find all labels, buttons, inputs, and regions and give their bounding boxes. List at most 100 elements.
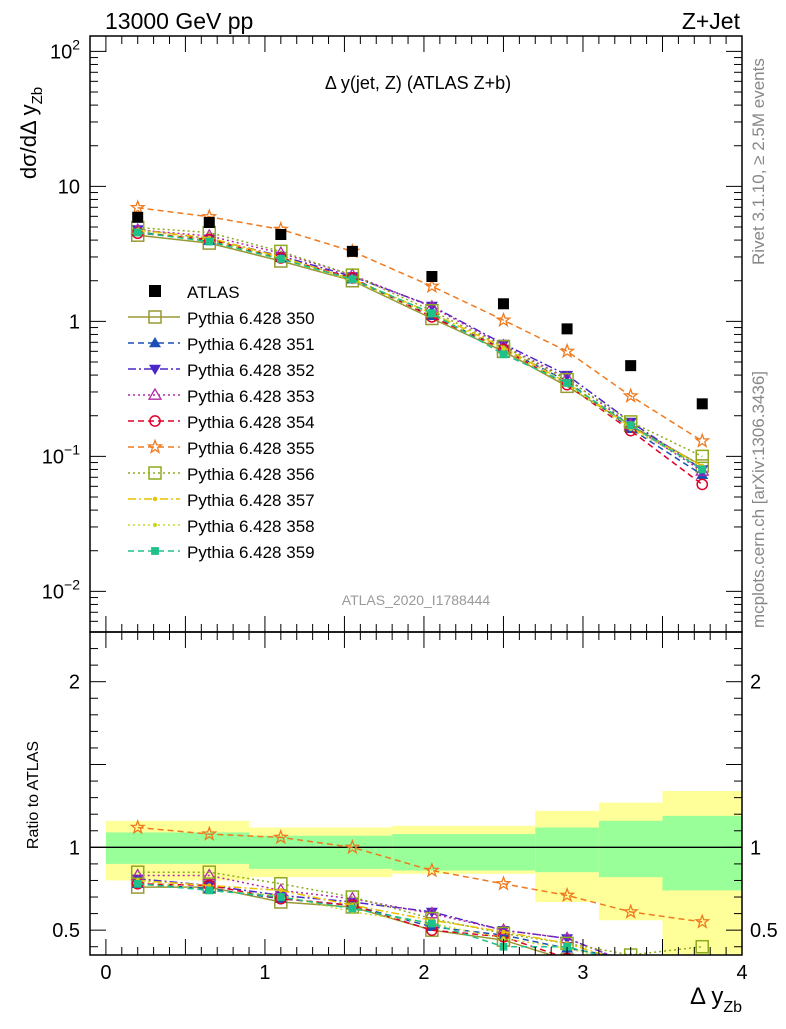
series-point: [698, 465, 707, 474]
ratio-series-point: [696, 957, 708, 969]
ratio-y-tick-label-right: 1: [750, 837, 761, 859]
series-point: [622, 387, 639, 403]
series-point: [696, 478, 709, 491]
series-point: [559, 342, 576, 359]
legend-marker: [152, 496, 158, 502]
legend-marker-data: [149, 285, 161, 297]
legend-label: Pythia 6.428 354: [187, 413, 315, 432]
ratio-series-point: [698, 959, 706, 967]
ratio-y-tick-label-right: 2: [750, 672, 761, 694]
data-point: [625, 360, 637, 372]
series-point: [205, 237, 214, 246]
ratio-series-point: [423, 861, 440, 878]
series-line: [137, 229, 703, 472]
legend-label: Pythia 6.428 351: [187, 335, 315, 354]
ratio-series-point: [272, 828, 289, 845]
y-tick-exponent: −2: [64, 576, 80, 592]
legend-label: Pythia 6.428 353: [187, 387, 315, 406]
ratio-series-point: [628, 961, 632, 965]
legend: ATLAS Pythia 6.428 350 Pythia 6.428 351 Pyt…: [128, 283, 315, 562]
legend-label-data: ATLAS: [187, 283, 240, 302]
y-tick-base: 10: [42, 581, 64, 603]
uncertainty-band-inner: [105, 832, 250, 864]
x-tick-label: 0: [100, 962, 111, 984]
ratio-plot-bands: [90, 791, 742, 955]
ratio-series-point: [278, 888, 284, 893]
ratio-series-point: [700, 961, 704, 965]
uncertainty-band-inner: [392, 834, 536, 871]
y-tick-label: 102: [50, 36, 80, 63]
header-left: 13000 GeV pp: [105, 8, 253, 34]
y-tick-label: 1: [69, 311, 80, 333]
ratio-series-line: [137, 883, 560, 955]
ratio-plot-axes: 0.5 0.5 1 1 2 2 0 1 2 3 4: [52, 631, 778, 984]
ratio-series-point: [625, 959, 637, 969]
ratio-ylabel: Ratio to ATLAS: [25, 741, 42, 849]
header-right: Z+Jet: [682, 8, 741, 34]
ratio-series-point: [129, 818, 146, 835]
ratio-series-point: [428, 919, 436, 928]
legend-marker: [149, 364, 161, 375]
legend-marker: [149, 337, 161, 348]
ratio-series-point: [201, 825, 218, 841]
x-tick-label: 3: [577, 962, 588, 984]
series-line: [137, 232, 703, 485]
legend-label: Pythia 6.428 350: [187, 309, 315, 328]
series-point: [129, 199, 146, 215]
x-tick-label: 2: [418, 962, 429, 984]
ratio-series-point: [627, 959, 635, 967]
ratio-series-point: [501, 936, 506, 941]
legend-marker: [146, 438, 164, 454]
ratio-series-point: [133, 879, 142, 888]
legend-label: Pythia 6.428 352: [187, 361, 315, 380]
y-tick-label: 10: [58, 176, 80, 198]
y-tick-base: 10: [58, 176, 80, 198]
ratio-series-point: [202, 865, 217, 879]
ratio-xlabel: Δ yZb: [690, 983, 742, 1016]
series-line: [137, 231, 703, 476]
legend-label: Pythia 6.428 355: [187, 439, 315, 458]
series-point: [428, 309, 436, 318]
ratio-series-point: [345, 890, 360, 904]
ratio-plot-frame: [89, 631, 743, 956]
legend-marker: [147, 387, 163, 400]
ratio-series-point: [130, 865, 145, 879]
watermark: ATLAS_2020_I1788444: [342, 592, 491, 608]
data-point: [696, 398, 708, 410]
series-line: [137, 226, 703, 458]
ratio-series-point: [700, 961, 704, 965]
series-point: [276, 255, 285, 263]
main-title: Δ y(jet, Z) (ATLAS Z+b): [325, 73, 511, 93]
y-tick-base: 10: [50, 41, 72, 63]
ratio-series-point: [695, 939, 709, 954]
ratio-series-point: [276, 893, 285, 901]
uncertainty-band-inner: [535, 827, 599, 873]
data-point: [561, 323, 573, 335]
data-point: [203, 217, 215, 229]
ratio-series-point: [696, 957, 708, 967]
legend-marker: [148, 466, 162, 480]
y-tick-label: 10−2: [42, 576, 80, 603]
y-tick-exponent: −1: [64, 441, 80, 457]
legend-label: Pythia 6.428 359: [187, 543, 315, 562]
series-point: [694, 432, 711, 448]
y-tick-base: 10: [42, 446, 64, 468]
ratio-series-point: [496, 922, 511, 936]
x-tick-label: 4: [736, 962, 747, 984]
ratio-y-tick-label: 0.5: [52, 920, 80, 942]
legend-label: Pythia 6.428 357: [187, 491, 315, 510]
series-point: [563, 379, 571, 387]
legend-marker: [149, 415, 161, 427]
legend-marker: [152, 522, 158, 528]
series-point: [499, 350, 508, 359]
ratio-plot-series: [129, 818, 711, 969]
uncertainty-band-inner: [598, 820, 663, 878]
ratio-y-tick-label-right: 0.5: [750, 920, 778, 942]
mcplots-label: mcplots.cern.ch [arXiv:1306.3436]: [749, 371, 768, 628]
y-tick-base: 1: [69, 311, 80, 333]
ratio-series-point: [696, 957, 708, 967]
data-point: [497, 298, 509, 310]
ratio-series-point: [344, 838, 361, 855]
